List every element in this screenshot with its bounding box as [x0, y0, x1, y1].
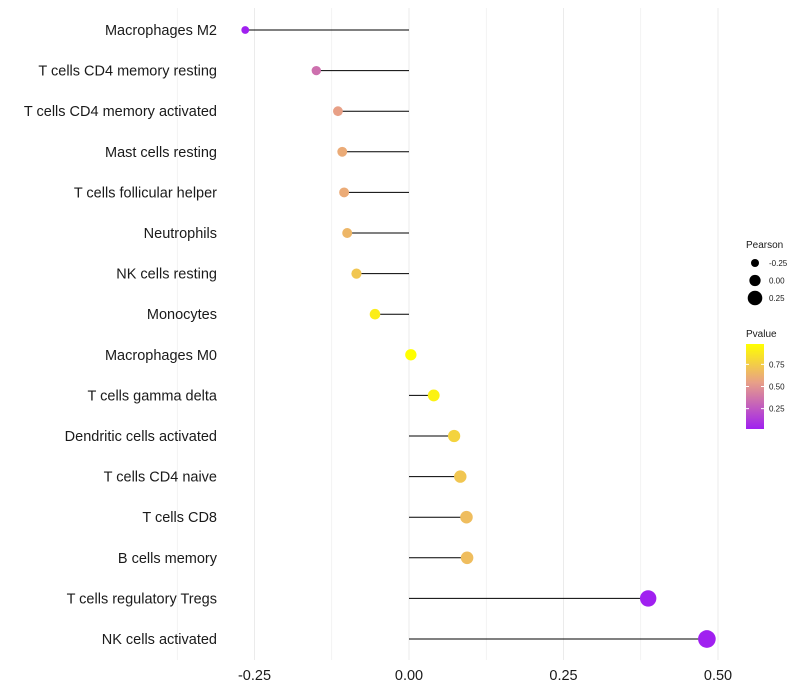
- category-label: Macrophages M2: [105, 23, 217, 39]
- grid-lines: [176, 8, 719, 660]
- category-label: NK cells activated: [102, 632, 217, 648]
- legend-size-key: [747, 290, 763, 306]
- x-tick-label: 0.00: [395, 668, 423, 684]
- lollipop-point: [342, 228, 353, 238]
- legend-size-label: -0.25: [769, 259, 788, 268]
- legend-size-title: Pearson: [746, 240, 783, 251]
- lollipop-point: [351, 268, 362, 279]
- lollipop-point: [405, 349, 417, 361]
- lollipop-point: [339, 187, 350, 198]
- category-label: NK cells resting: [116, 267, 217, 283]
- category-label: Mast cells resting: [105, 145, 217, 161]
- category-label: Neutrophils: [144, 226, 217, 242]
- legend: Pearson -0.25 0.00 0.25 Pvalue 0.25 0.50 0.7…: [746, 240, 788, 429]
- lollipop-point: [698, 630, 716, 648]
- category-label: Monocytes: [147, 307, 217, 323]
- category-label: B cells memory: [118, 551, 218, 567]
- lollipop-point: [460, 510, 473, 524]
- legend-color-label: 0.75: [769, 360, 785, 369]
- x-tick-label: 0.25: [549, 668, 577, 684]
- lollipop-point: [454, 470, 467, 483]
- category-label: T cells gamma delta: [88, 388, 218, 404]
- category-label: Dendritic cells activated: [65, 429, 217, 445]
- legend-size-label: 0.00: [769, 277, 785, 286]
- lollipop-segments: [245, 29, 707, 640]
- legend-size-key: [751, 259, 759, 267]
- lollipop-point: [337, 146, 348, 157]
- x-tick-labels: -0.25 0.00 0.25 0.50: [238, 668, 732, 684]
- lollipop-point: [369, 308, 381, 320]
- category-label: T cells CD4 memory resting: [38, 64, 217, 80]
- lollipop-point: [427, 389, 440, 402]
- x-tick-label: 0.50: [704, 668, 732, 684]
- lollipop-point: [639, 590, 657, 607]
- legend-colorbar: [746, 344, 764, 429]
- legend-size-key: [749, 274, 761, 287]
- lollipop-point: [311, 65, 321, 76]
- lollipop-point: [460, 551, 474, 565]
- category-labels: Macrophages M2 T cells CD4 memory resting…: [24, 23, 218, 648]
- lollipop-point: [333, 106, 343, 117]
- lollipop-point: [447, 429, 461, 443]
- category-label: T cells regulatory Tregs: [67, 591, 217, 607]
- lollipop-point: [241, 26, 250, 34]
- legend-color-label: 0.25: [769, 405, 785, 414]
- category-label: T cells CD8: [142, 510, 217, 526]
- lollipop-points: [241, 26, 716, 648]
- legend-color-label: 0.50: [769, 383, 785, 392]
- legend-color-title: Pvalue: [746, 329, 777, 340]
- category-label: T cells CD4 memory activated: [24, 104, 217, 120]
- x-tick-label: -0.25: [238, 668, 271, 684]
- category-label: T cells CD4 naive: [104, 470, 217, 486]
- category-label: T cells follicular helper: [74, 185, 217, 201]
- legend-size-items: -0.25 0.00 0.25: [747, 259, 788, 306]
- legend-color-ticks: 0.25 0.50 0.75: [746, 360, 785, 414]
- category-label: Macrophages M0: [105, 348, 217, 364]
- legend-size-label: 0.25: [769, 294, 785, 303]
